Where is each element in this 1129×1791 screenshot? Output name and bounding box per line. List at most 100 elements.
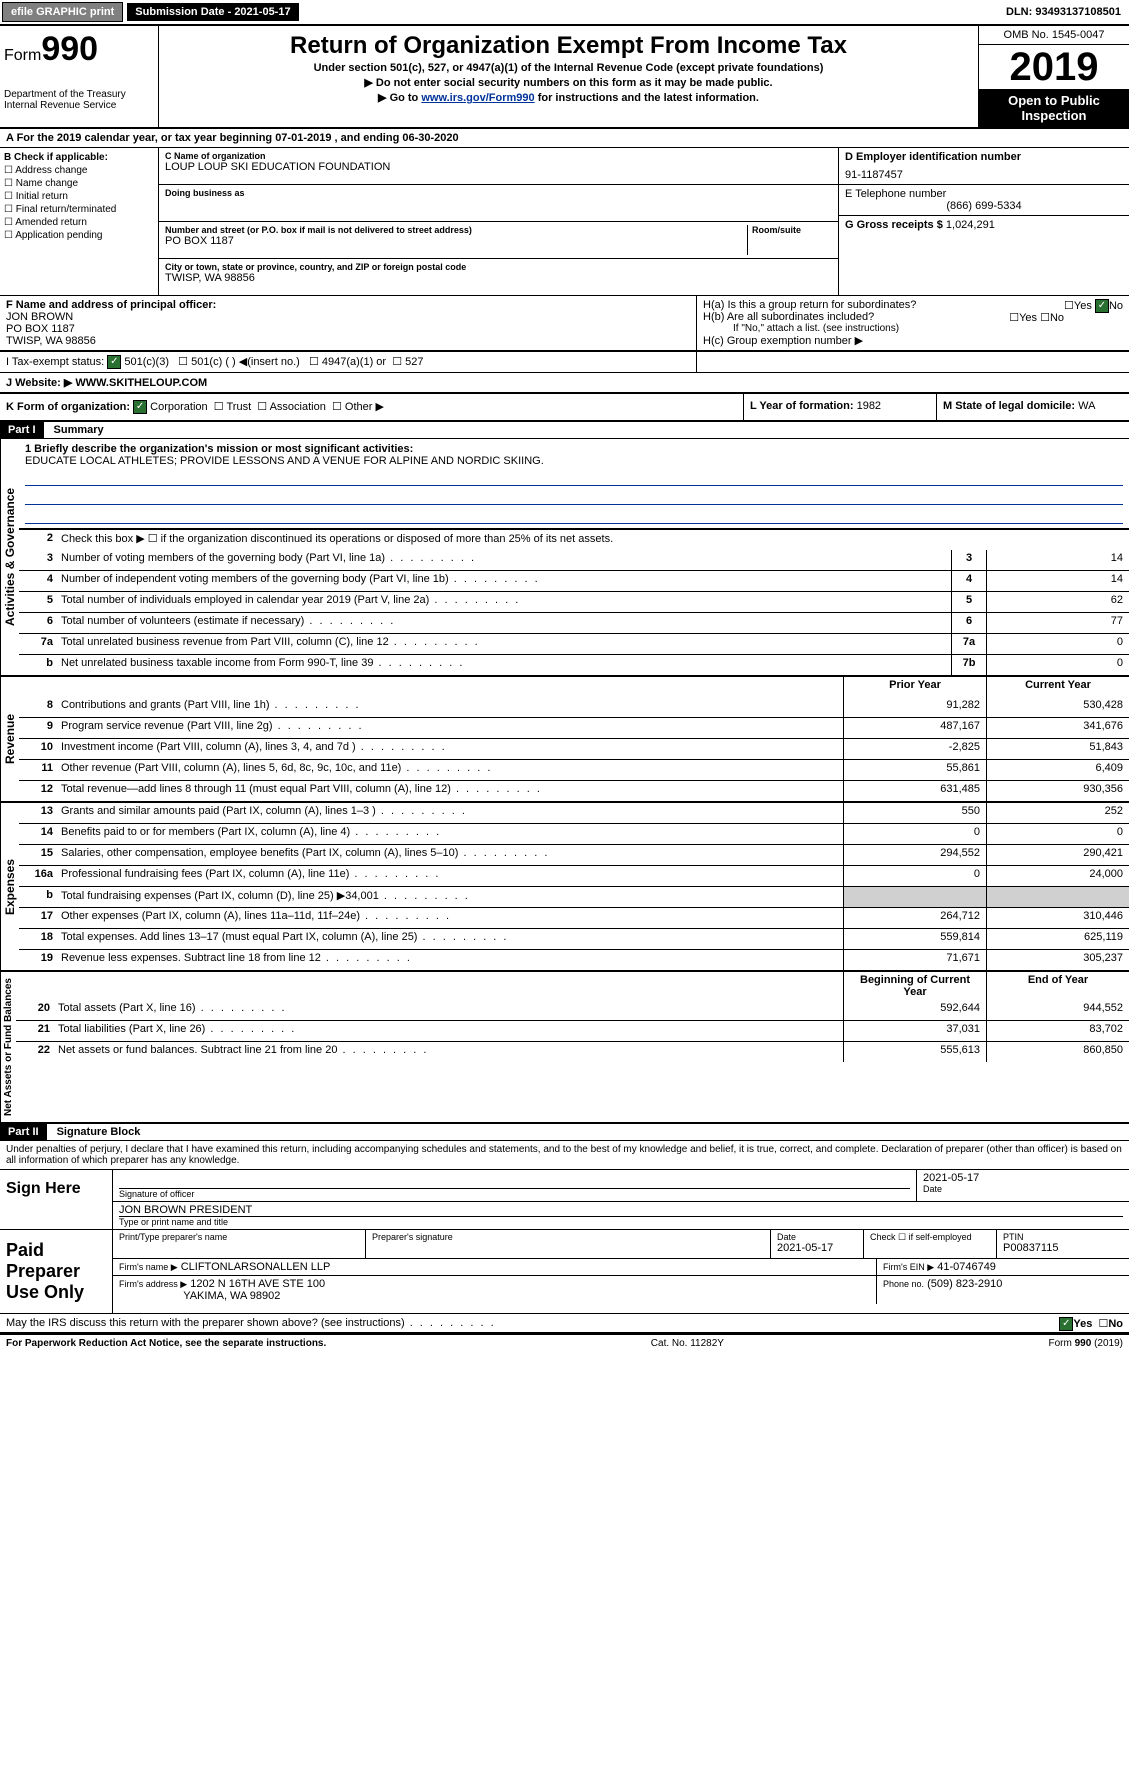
firm-ein: 41-0746749 (937, 1261, 996, 1273)
hb-label: H(b) Are all subordinates included? (703, 311, 874, 323)
tax-exempt-label: I Tax-exempt status: (6, 356, 104, 368)
efile-button[interactable]: efile GRAPHIC print (2, 2, 123, 22)
form-label: Form (4, 47, 41, 64)
section-i: I Tax-exempt status: ✓ 501(c)(3) ☐ 501(c… (0, 351, 1129, 373)
declaration: Under penalties of perjury, I declare th… (0, 1141, 1129, 1170)
gross-value: 1,024,291 (946, 219, 995, 231)
table-row: bTotal fundraising expenses (Part IX, co… (19, 886, 1129, 907)
officer-addr1: PO BOX 1187 (6, 323, 690, 335)
officer-printed: JON BROWN PRESIDENT (119, 1204, 1123, 1217)
tax-year: 2019 (979, 45, 1129, 89)
phone-label: E Telephone number (845, 188, 1123, 200)
opt-pending[interactable]: ☐ Application pending (4, 230, 154, 241)
addr-value: PO BOX 1187 (165, 235, 747, 247)
table-row: 15Salaries, other compensation, employee… (19, 844, 1129, 865)
q1-label: 1 Briefly describe the organization's mi… (25, 443, 413, 455)
ein-label: D Employer identification number (845, 151, 1021, 163)
part2-header: Part II Signature Block (0, 1124, 1129, 1141)
opt-name[interactable]: ☐ Name change (4, 178, 154, 189)
sign-here-row: Sign Here Signature of officer 2021-05-1… (0, 1170, 1129, 1230)
city-label: City or town, state or province, country… (165, 262, 832, 272)
hc-label: H(c) Group exemption number ▶ (703, 334, 1123, 347)
footer-left: For Paperwork Reduction Act Notice, see … (6, 1338, 326, 1349)
table-row: 20Total assets (Part X, line 16)592,6449… (16, 1000, 1129, 1020)
check-if-applicable: B Check if applicable: (4, 152, 108, 163)
top-bar: efile GRAPHIC print Submission Date - 20… (0, 0, 1129, 26)
discuss-yes[interactable]: ✓ (1059, 1317, 1073, 1331)
year-formation: 1982 (857, 400, 881, 412)
table-row: 16aProfessional fundraising fees (Part I… (19, 865, 1129, 886)
ptin: P00837115 (1003, 1242, 1123, 1254)
open-to-public: Open to Public Inspection (979, 89, 1129, 127)
instructions-link[interactable]: www.irs.gov/Form990 (421, 92, 534, 104)
table-row: 12Total revenue—add lines 8 through 11 (… (19, 780, 1129, 801)
summary-netassets: Net Assets or Fund Balances Beginning of… (0, 972, 1129, 1124)
vlabel-net: Net Assets or Fund Balances (0, 972, 16, 1122)
omb-number: OMB No. 1545-0047 (979, 26, 1129, 45)
opt-amended[interactable]: ☐ Amended return (4, 217, 154, 228)
org-name-label: C Name of organization (165, 151, 832, 161)
mission-text: EDUCATE LOCAL ATHLETES; PROVIDE LESSONS … (25, 455, 544, 467)
firm-addr1: 1202 N 16TH AVE STE 100 (190, 1278, 325, 1290)
opt-address[interactable]: ☐ Address change (4, 165, 154, 176)
table-row: 21Total liabilities (Part X, line 26)37,… (16, 1020, 1129, 1041)
website-url[interactable]: WWW.SKITHELOUP.COM (75, 377, 207, 389)
discuss-row: May the IRS discuss this return with the… (0, 1314, 1129, 1334)
summary-revenue: Revenue Prior Year Current Year 8Contrib… (0, 677, 1129, 803)
dept-treasury: Department of the Treasury (4, 89, 154, 100)
form-header: Form990 Department of the Treasury Inter… (0, 26, 1129, 129)
col-current: Current Year (986, 677, 1129, 697)
table-row: 4Number of independent voting members of… (19, 570, 1129, 591)
ein-value: 91-1187457 (845, 169, 1123, 181)
tax-period: A For the 2019 calendar year, or tax yea… (0, 129, 1129, 148)
table-row: 22Net assets or fund balances. Subtract … (16, 1041, 1129, 1062)
col-begin: Beginning of Current Year (843, 972, 986, 1000)
summary-expenses: Expenses 13Grants and similar amounts pa… (0, 803, 1129, 972)
firm-addr2: YAKIMA, WA 98902 (183, 1290, 280, 1302)
table-row: 7aTotal unrelated business revenue from … (19, 633, 1129, 654)
opt-initial[interactable]: ☐ Initial return (4, 191, 154, 202)
officer-label: F Name and address of principal officer: (6, 299, 216, 311)
footer-right: Form 990 (2019) (1049, 1338, 1123, 1349)
opt-final[interactable]: ☐ Final return/terminated (4, 204, 154, 215)
submission-date: Submission Date - 2021-05-17 (127, 3, 298, 21)
corp-check[interactable]: ✓ (133, 400, 147, 414)
part1-header: Part I Summary (0, 422, 1129, 439)
dept-irs: Internal Revenue Service (4, 100, 154, 111)
vlabel-revenue: Revenue (0, 677, 19, 801)
form-title: Return of Organization Exempt From Incom… (167, 32, 970, 60)
vlabel-governance: Activities & Governance (0, 439, 19, 675)
col-end: End of Year (986, 972, 1129, 1000)
state-domicile: WA (1078, 400, 1095, 412)
table-row: 5Total number of individuals employed in… (19, 591, 1129, 612)
sig-date: 2021-05-17 (923, 1172, 1123, 1184)
gross-label: G Gross receipts $ (845, 219, 943, 231)
paid-preparer-row: Paid Preparer Use Only Print/Type prepar… (0, 1230, 1129, 1314)
q2-text: Check this box ▶ ☐ if the organization d… (57, 530, 1129, 550)
table-row: 11Other revenue (Part VIII, column (A), … (19, 759, 1129, 780)
section-j: J Website: ▶ WWW.SKITHELOUP.COM (0, 373, 1129, 394)
section-k: K Form of organization: ✓ Corporation ☐ … (0, 394, 1129, 422)
footer: For Paperwork Reduction Act Notice, see … (0, 1334, 1129, 1352)
table-row: 6Total number of volunteers (estimate if… (19, 612, 1129, 633)
table-row: bNet unrelated business taxable income f… (19, 654, 1129, 675)
hb-note: If "No," attach a list. (see instruction… (703, 323, 1123, 334)
table-row: 13Grants and similar amounts paid (Part … (19, 803, 1129, 823)
table-row: 9Program service revenue (Part VIII, lin… (19, 717, 1129, 738)
officer-addr2: TWISP, WA 98856 (6, 335, 690, 347)
dln: DLN: 93493137108501 (1006, 6, 1127, 18)
table-row: 10Investment income (Part VIII, column (… (19, 738, 1129, 759)
ha-no-check[interactable]: ✓ (1095, 299, 1109, 313)
summary-governance: Activities & Governance 1 Briefly descri… (0, 439, 1129, 677)
vlabel-expenses: Expenses (0, 803, 19, 970)
phone-value: (866) 699-5334 (845, 200, 1123, 212)
ha-label: H(a) Is this a group return for subordin… (703, 299, 916, 311)
table-row: 8Contributions and grants (Part VIII, li… (19, 697, 1129, 717)
section-b-g: B Check if applicable: ☐ Address change … (0, 148, 1129, 296)
form-subtitle: Under section 501(c), 527, or 4947(a)(1)… (167, 62, 970, 74)
firm-name: CLIFTONLARSONALLEN LLP (181, 1261, 331, 1273)
501c3-check[interactable]: ✓ (107, 355, 121, 369)
dba-label: Doing business as (165, 188, 832, 198)
form-number: 990 (41, 30, 98, 68)
city-value: TWISP, WA 98856 (165, 272, 832, 284)
